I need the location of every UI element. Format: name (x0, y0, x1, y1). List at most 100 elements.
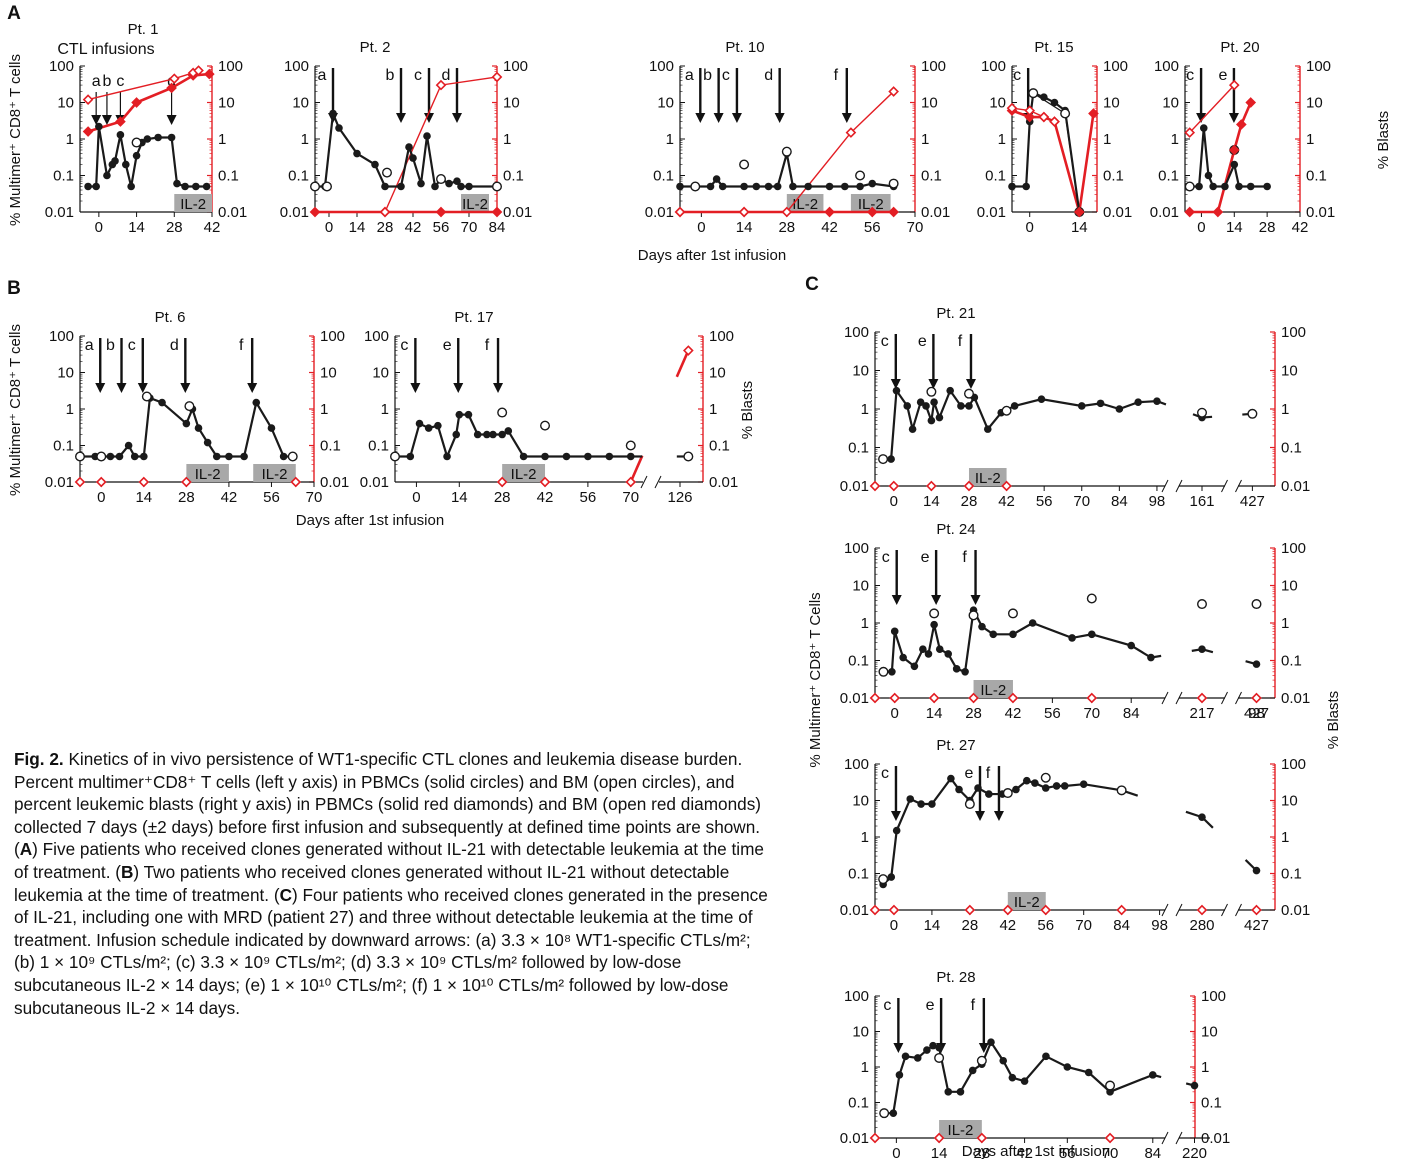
axis-break (1161, 903, 1169, 917)
y-tick-label: 0.01 (280, 204, 309, 221)
bm-blasts-point (968, 692, 979, 704)
infusion-arrow-head (993, 811, 1004, 821)
x-axis-title-c: Days after 1st infusion (962, 1143, 1110, 1159)
y-tick-label: 0.1 (288, 168, 309, 185)
bm-blasts-point (539, 476, 551, 488)
bm-cells-point (1247, 408, 1258, 419)
pb-cells-point (906, 795, 915, 803)
y-tick-label: 0.1 (368, 438, 389, 455)
pb-cells-point (111, 157, 119, 165)
pb-cells-point (952, 665, 961, 673)
pb-cells-point (889, 1109, 898, 1117)
y2-tick-label: 0.1 (1103, 168, 1124, 185)
infusion-label: d (764, 67, 773, 84)
pb-cells-point (124, 441, 133, 450)
bm-blasts-point (1184, 127, 1196, 138)
pb-cells-line-gap (1121, 789, 1139, 797)
bm-cells-point (926, 386, 937, 397)
bm-cells-point (963, 388, 974, 399)
il2-label: IL-2 (195, 466, 221, 483)
pb-cells-point (424, 424, 433, 432)
pb-cells-point (434, 421, 442, 430)
pb-cells-point (173, 179, 181, 188)
pb-cells-point (130, 452, 139, 461)
infusion-arrow-head (410, 383, 421, 393)
pb-cells-line (1012, 91, 1081, 213)
infusion-arrow-head (978, 1043, 989, 1053)
pb-cells-point (391, 452, 399, 461)
bm-cells-point (976, 1055, 987, 1066)
y-tick-label: 0.1 (848, 1095, 869, 1112)
pb-cells-point (947, 774, 955, 783)
y-tick-label: 1 (301, 131, 309, 148)
pb-cells-point (115, 452, 124, 461)
y-tick-label: 100 (844, 324, 869, 341)
pb-blasts-point (379, 206, 391, 218)
pb-cells-point (240, 452, 248, 461)
y-tick-label: 100 (981, 58, 1006, 75)
infusion-label: f (962, 549, 967, 566)
bm-blasts-point (1086, 692, 1098, 704)
infusion-label: e (921, 549, 930, 566)
bm-cells-point (436, 174, 447, 185)
y-tick-label: 1 (66, 131, 74, 148)
y-tick-label: 0.1 (653, 168, 674, 185)
x-tick-label: 56 (1044, 705, 1061, 722)
pb-cells-point (987, 1038, 995, 1046)
pb-cells-point (1204, 171, 1213, 180)
bm-blasts-point (781, 206, 793, 218)
pb-cells-line-gap (1152, 1073, 1162, 1079)
y2-tick-label: 10 (1103, 95, 1120, 112)
pb-cells-point (783, 149, 791, 158)
y-tick-label: 100 (49, 58, 74, 75)
pb-cells-point (203, 438, 212, 447)
pb-cells-point (1198, 413, 1206, 422)
pb-cells-point (930, 398, 938, 407)
pb-cells-point (1221, 182, 1229, 191)
bm-blasts-point (1251, 904, 1262, 916)
infusion-label: a (685, 67, 694, 84)
pb-cells-point (423, 132, 431, 140)
pb-cells-point (968, 1066, 977, 1075)
pb-cells-point (415, 419, 424, 428)
pb-cells-point (998, 790, 1007, 798)
pb-cells-point (605, 452, 614, 461)
y2-tick-label: 1 (503, 131, 511, 148)
axis-break (1175, 1131, 1183, 1145)
y2-tick-label: 0.01 (921, 204, 950, 221)
pb-cells-point (182, 419, 191, 428)
pb-cells-point (978, 622, 986, 631)
y2-tick-label: 0.1 (921, 168, 942, 185)
pb-cells-point (1252, 660, 1261, 668)
x-tick-label: 56 (263, 489, 280, 506)
chart-panel-pt15: Pt. 15 0.01 0.01 0.1 0.1 1 1 10 10 100 100 0 14 c (977, 39, 1132, 236)
pb-cells-point (267, 424, 276, 432)
y2-tick-label: 0.1 (503, 168, 524, 185)
bm-blasts-point (683, 345, 694, 356)
chart-panel-pt1: Pt. 1 0.01 0.01 0.1 0.1 1 1 10 10 100 100 0 14 28 42 IL… (45, 21, 247, 236)
bm-cells-point (1001, 405, 1012, 416)
x-tick-label: 42 (537, 489, 554, 506)
bm-blasts-point (1049, 116, 1060, 127)
pb-cells-point (1041, 784, 1050, 792)
bm-blasts-point (869, 1132, 881, 1144)
bm-cells-point (964, 799, 975, 810)
pb-cells-point (924, 650, 933, 658)
bm-blasts-point (290, 476, 302, 488)
pb-blasts-point (1006, 105, 1018, 116)
bm-cells-point (1060, 108, 1071, 119)
pb-cells-point (1198, 813, 1206, 821)
axis-break (1161, 1131, 1169, 1145)
infusion-arrow-head (115, 115, 126, 125)
y-tick-label: 10 (852, 1024, 869, 1041)
chart-title: Pt. 28 (936, 969, 975, 986)
x-tick-label: 28 (377, 219, 394, 236)
infusion-arrow-head (974, 811, 985, 821)
pb-blasts-point (1024, 111, 1036, 123)
bm-cells-point (184, 401, 195, 412)
infusion-arrow-head (970, 595, 981, 605)
pb-cells-point (465, 182, 473, 191)
infusion-arrow-head (695, 113, 706, 123)
infusion-label: a (318, 67, 327, 84)
pb-cells-point (1075, 208, 1084, 216)
